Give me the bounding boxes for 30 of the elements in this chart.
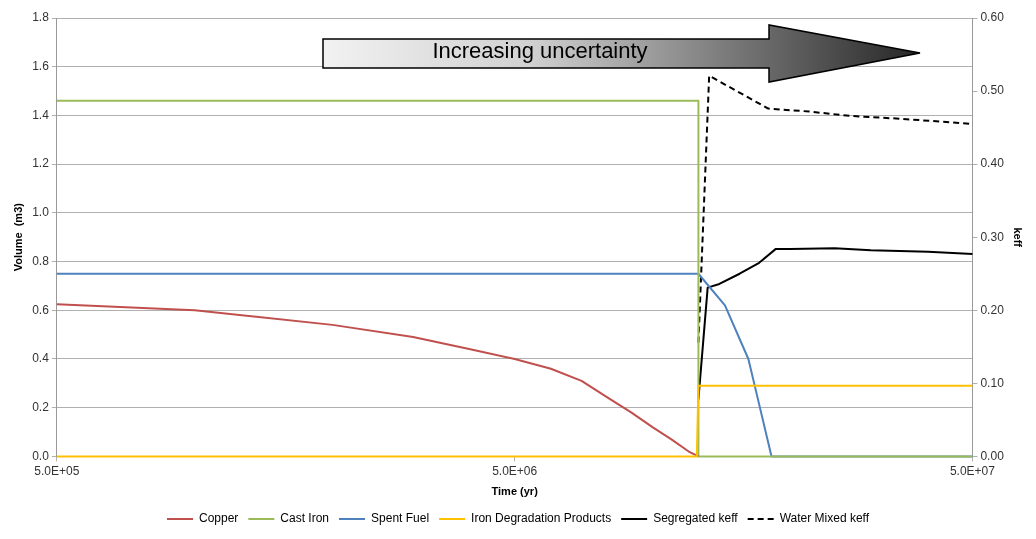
y-tick-label: 0.4 bbox=[32, 351, 50, 366]
legend-label: Cast Iron bbox=[280, 511, 330, 526]
y-tick-label: 0.2 bbox=[32, 400, 50, 414]
y2-tick-label: 0.00 bbox=[980, 448, 1005, 463]
y-tick-label: 1.8 bbox=[32, 10, 50, 25]
y2-axis-title: keff bbox=[1012, 227, 1025, 248]
y2-tick-label: 0.10 bbox=[980, 375, 1005, 390]
x-tick-label: 5.0E+07 bbox=[949, 463, 996, 478]
annotation: Increasing uncertainty bbox=[431, 38, 649, 64]
y2-tick-label: 0.30 bbox=[980, 229, 1005, 244]
y-tick-label: 1.6 bbox=[32, 59, 50, 74]
legend-label: Iron Degradation Products bbox=[471, 511, 612, 526]
legend-label: Segregated keff bbox=[653, 511, 739, 526]
y-tick-label: 0.0 bbox=[32, 448, 50, 463]
y-tick-label: 1.4 bbox=[32, 107, 50, 122]
legend-label: Copper bbox=[198, 511, 239, 526]
x-tick-label: 5.0E+05 bbox=[34, 463, 80, 478]
legend-label: Water Mixed keff bbox=[779, 511, 870, 526]
y-tick-label: 0.6 bbox=[32, 302, 50, 317]
y2-tick-label: 0.60 bbox=[980, 10, 1005, 25]
x-tick-label: 5.0E+06 bbox=[492, 463, 538, 478]
y-axis-title: Volume (m3) bbox=[11, 202, 24, 272]
x-axis-title: Time (yr) bbox=[491, 485, 539, 498]
y-tick-label: 0.8 bbox=[32, 253, 50, 268]
y2-tick-label: 0.50 bbox=[980, 83, 1005, 98]
y-tick-label: 1.0 bbox=[32, 205, 50, 220]
legend-label: Spent Fuel bbox=[371, 511, 430, 526]
y2-tick-label: 0.40 bbox=[980, 156, 1005, 171]
y2-tick-label: 0.20 bbox=[980, 302, 1005, 317]
y-tick-label: 1.2 bbox=[32, 156, 50, 171]
